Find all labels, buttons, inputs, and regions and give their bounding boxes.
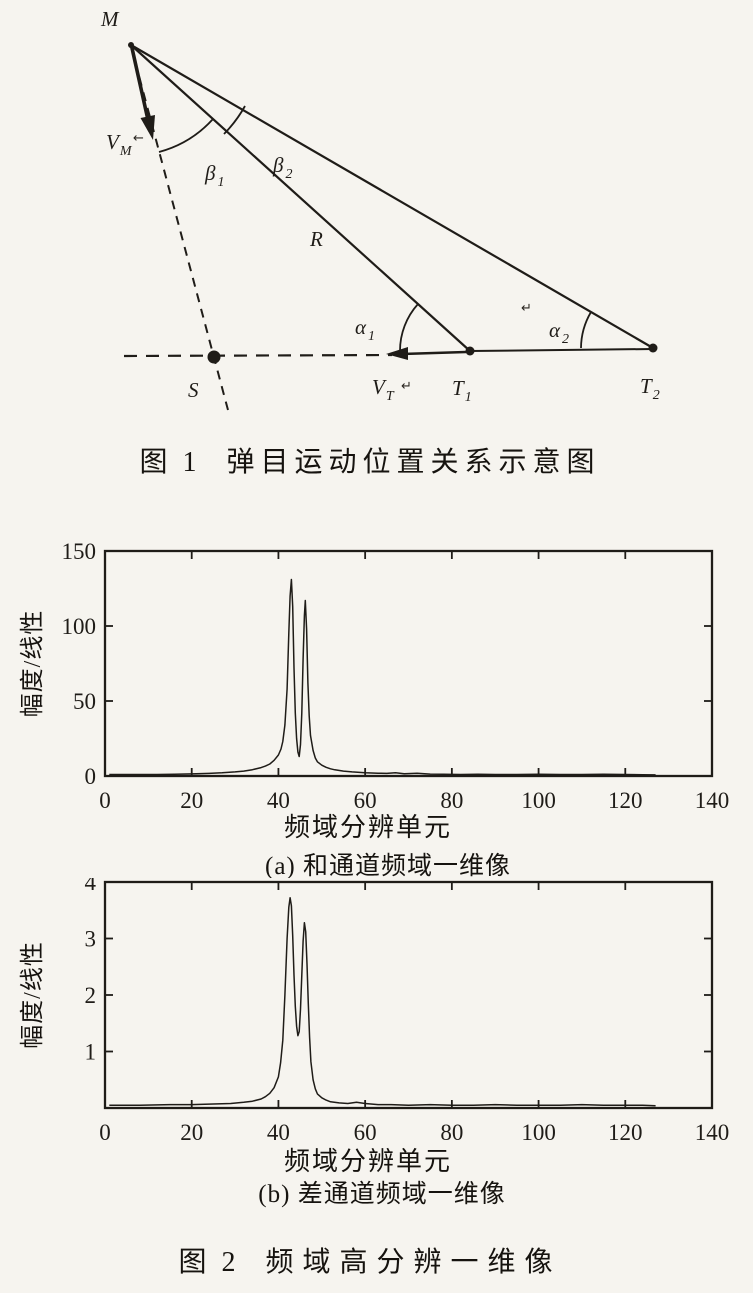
x-tick-label: 80: [440, 788, 463, 813]
x-tick-label: 120: [608, 1120, 643, 1145]
x-tick-label: 40: [267, 788, 290, 813]
x-tick-label: 120: [608, 788, 643, 813]
label-T2: T2: [640, 374, 660, 403]
x-tick-label: 0: [99, 1120, 111, 1145]
y-tick-label: 150: [62, 539, 97, 564]
label-M: M: [100, 7, 120, 31]
label-T1: T1: [452, 376, 472, 405]
figure1-caption: 图 1 弹目运动位置关系示意图: [0, 440, 740, 480]
x-tick-label: 60: [354, 1120, 377, 1145]
angle-arc-alpha1: [399, 303, 419, 352]
point-M: [128, 42, 134, 48]
plot-frame: [103, 549, 714, 778]
point-S: [207, 350, 221, 364]
y-axis-label: 幅度/线性: [19, 941, 46, 1049]
x-tick-label: 20: [180, 788, 203, 813]
plot-frame: [103, 880, 714, 1110]
angle-arc-alpha2: [580, 311, 592, 349]
subplot-caption: (b) 差通道频域一维像: [258, 1180, 505, 1208]
point-T1: [465, 346, 475, 356]
x-tick-label: 0: [99, 788, 111, 813]
x-tick-label: 20: [180, 1120, 203, 1145]
velocity-M-arrowhead: [140, 115, 155, 140]
y-tick-label: 0: [85, 764, 97, 789]
figure2a-sum-channel-chart: 0 20 40 60 80 100 120 140 0 50 100 150 频域分辨单元 幅度/线性 (a…: [19, 539, 730, 878]
y-tick-label: 2: [85, 983, 97, 1008]
label-VT: VT: [372, 375, 395, 404]
baseline-T1-T2: [469, 348, 654, 352]
figure2-caption-number: 图 2: [178, 1247, 240, 1278]
y-tick-label: 1: [85, 1040, 97, 1065]
line-M-T2: [130, 44, 654, 349]
point-T2: [648, 343, 658, 353]
angle-arc-beta2: [223, 105, 246, 135]
x-tick-label: 40: [267, 1120, 290, 1145]
line-M-T1: [130, 44, 471, 352]
figure2-caption: 图 2 频域高分辨一维像: [0, 1240, 740, 1280]
figure1-caption-text: 弹目运动位置关系示意图: [226, 447, 601, 478]
x-tick-label: 140: [695, 1120, 730, 1145]
data-curve: [109, 897, 656, 1107]
velocity-M-vector: [130, 46, 150, 122]
x-axis-label: 频域分辨单元: [284, 813, 452, 842]
figure2b-difference-channel-chart: 0 20 40 60 80 100 120 140 1 2 3 4 频域分辨单元 幅度/线性 (b) 差通道…: [19, 878, 730, 1208]
y-axis-label: 幅度/线性: [19, 610, 46, 718]
velocity-T-arrowhead: [386, 347, 408, 360]
velocity-T-vector: [401, 350, 467, 356]
x-tick-label: 80: [440, 1120, 463, 1145]
x-axis-label: 频域分辨单元: [284, 1147, 452, 1176]
y-tick-label: 4: [85, 878, 97, 895]
x-tick-label: 140: [695, 788, 730, 813]
figure2-caption-text: 频域高分辨一维像: [265, 1247, 562, 1278]
label-R: R: [309, 227, 323, 251]
label-VM: VM: [106, 130, 133, 159]
arrow-mark-after-VM: ←: [133, 131, 144, 146]
return-mark-after-VT: ↵: [401, 379, 412, 394]
x-tick-label: 100: [521, 1120, 556, 1145]
x-tick-label: 100: [521, 788, 556, 813]
y-tick-label: 50: [73, 689, 96, 714]
label-S: S: [188, 378, 199, 402]
y-tick-label: 100: [62, 614, 97, 639]
data-curve: [109, 578, 656, 776]
y-tick-label: 3: [85, 927, 97, 952]
subplot-caption: (a) 和通道频域一维像: [265, 852, 511, 878]
x-tick-label: 60: [354, 788, 377, 813]
angle-arc-beta1: [158, 118, 214, 153]
dashed-horizontal-baseline: [123, 353, 393, 358]
return-mark-above-alpha2: ↵: [521, 301, 532, 316]
figure1-caption-number: 图 1: [139, 447, 201, 478]
